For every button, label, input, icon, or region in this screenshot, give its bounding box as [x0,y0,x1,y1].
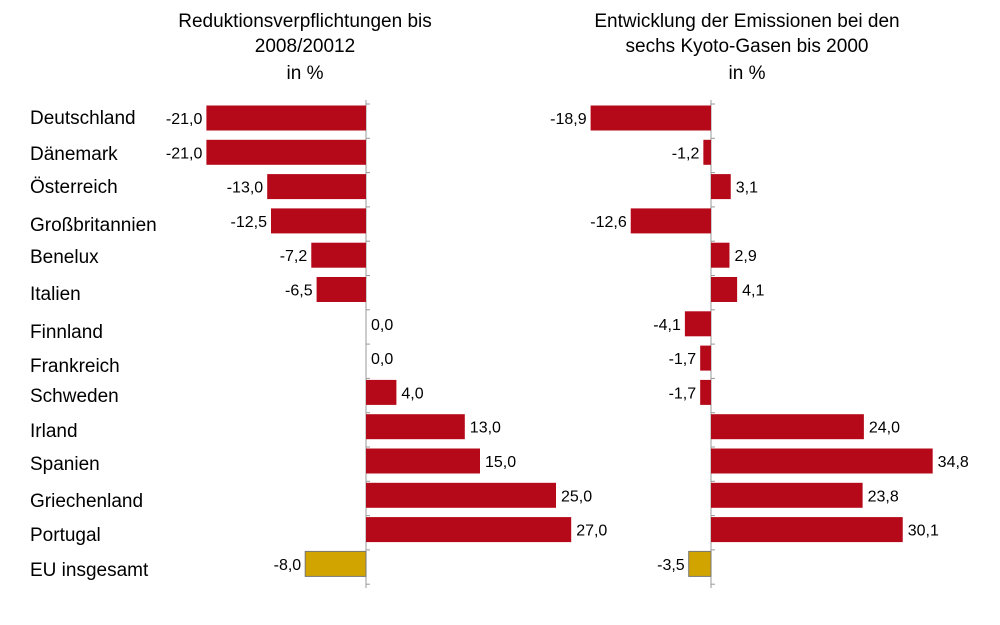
right-bar [711,517,903,543]
right-bar [590,105,711,131]
left-chart-title-line: 2008/20012 [255,36,355,57]
left-value-label: 0,0 [371,351,393,368]
country-label: Schweden [30,386,119,407]
left-value-label: 25,0 [561,488,592,505]
right-bar [711,482,863,508]
right-bar [711,174,731,200]
right-value-label: 3,1 [736,180,758,197]
left-value-label: 13,0 [470,420,501,437]
right-value-label: 34,8 [938,454,969,471]
right-value-label: 24,0 [869,420,900,437]
right-value-label: 23,8 [868,488,899,505]
left-bar [366,517,572,543]
right-value-label: 4,1 [742,283,764,300]
right-bar [700,379,711,405]
right-bar [684,311,711,337]
country-label: Italien [30,284,81,305]
left-value-label: -12,5 [231,214,268,231]
left-bar [206,105,366,131]
left-panel-reduction-commitments: -21,0 -21,0 -13,0 -12,5 -7,2 -6,5 0,0 0,0 4,0 13,… [166,100,607,588]
right-value-label: -1,2 [672,145,700,162]
left-value-label: -21,0 [166,111,203,128]
right-panel-emission-development: -18,9 -1,2 3,1 -12,6 2,9 4,1 -4,1 -1,7 -1,7 24,0 3… [550,100,969,588]
right-value-label: -3,5 [657,557,685,574]
country-label: EU insgesamt [30,560,149,581]
country-label: Irland [30,421,78,442]
left-value-label: -21,0 [166,145,203,162]
country-label: Dänemark [30,144,118,165]
right-chart-title-line: in % [729,63,766,84]
right-bar-eu-total [688,550,712,577]
country-label: Großbritannien [30,215,157,236]
right-value-label: -12,6 [590,214,627,231]
country-label: Spanien [30,454,100,475]
left-value-label: 15,0 [485,454,516,471]
left-chart-title-line: in % [287,63,324,84]
right-chart-title-line: Entwicklung der Emissionen bei den [594,11,899,32]
left-bar [366,414,465,440]
left-bar [267,174,366,200]
country-labels: Deutschland Dänemark Österreich Großbritann… [30,108,157,581]
left-value-label: 4,0 [401,385,423,402]
country-label: Deutschland [30,108,136,129]
left-value-label: 27,0 [576,523,607,540]
left-bar-eu-total [304,550,367,577]
left-bar [206,139,366,165]
right-value-label: -4,1 [653,317,681,334]
country-label: Griechenland [30,491,143,512]
left-bar [271,208,366,234]
right-chart-title-line: sechs Kyoto-Gasen bis 2000 [626,36,869,57]
right-value-label: -1,7 [669,385,697,402]
right-bar [703,139,711,165]
left-value-label: -8,0 [274,557,302,574]
left-value-label: -7,2 [280,248,308,265]
country-label: Frankreich [30,356,120,377]
right-value-label: -18,9 [550,111,587,128]
country-label: Finnland [30,322,103,343]
right-value-label: 30,1 [908,523,939,540]
right-value-label: 2,9 [734,248,756,265]
left-chart-title-line: Reduktionsverpflichtungen bis [178,11,432,32]
chart-titles: Reduktionsverpflichtungen bis 2008/20012 i… [178,11,899,84]
left-bar [366,448,480,474]
country-label: Österreich [30,177,118,198]
right-bar [711,242,730,268]
left-value-label: 0,0 [371,317,393,334]
right-value-label: -1,7 [669,351,697,368]
right-bar [630,208,711,234]
left-value-label: -13,0 [227,180,264,197]
right-bar [711,448,933,474]
country-label: Portugal [30,525,101,546]
left-value-label: -6,5 [285,283,313,300]
left-bar [366,482,556,508]
left-bar [311,242,366,268]
left-bar [366,379,397,405]
left-bar [316,277,366,302]
right-bar [711,277,738,302]
country-label: Benelux [30,247,99,268]
right-bar [711,414,864,440]
right-bar [700,345,711,371]
